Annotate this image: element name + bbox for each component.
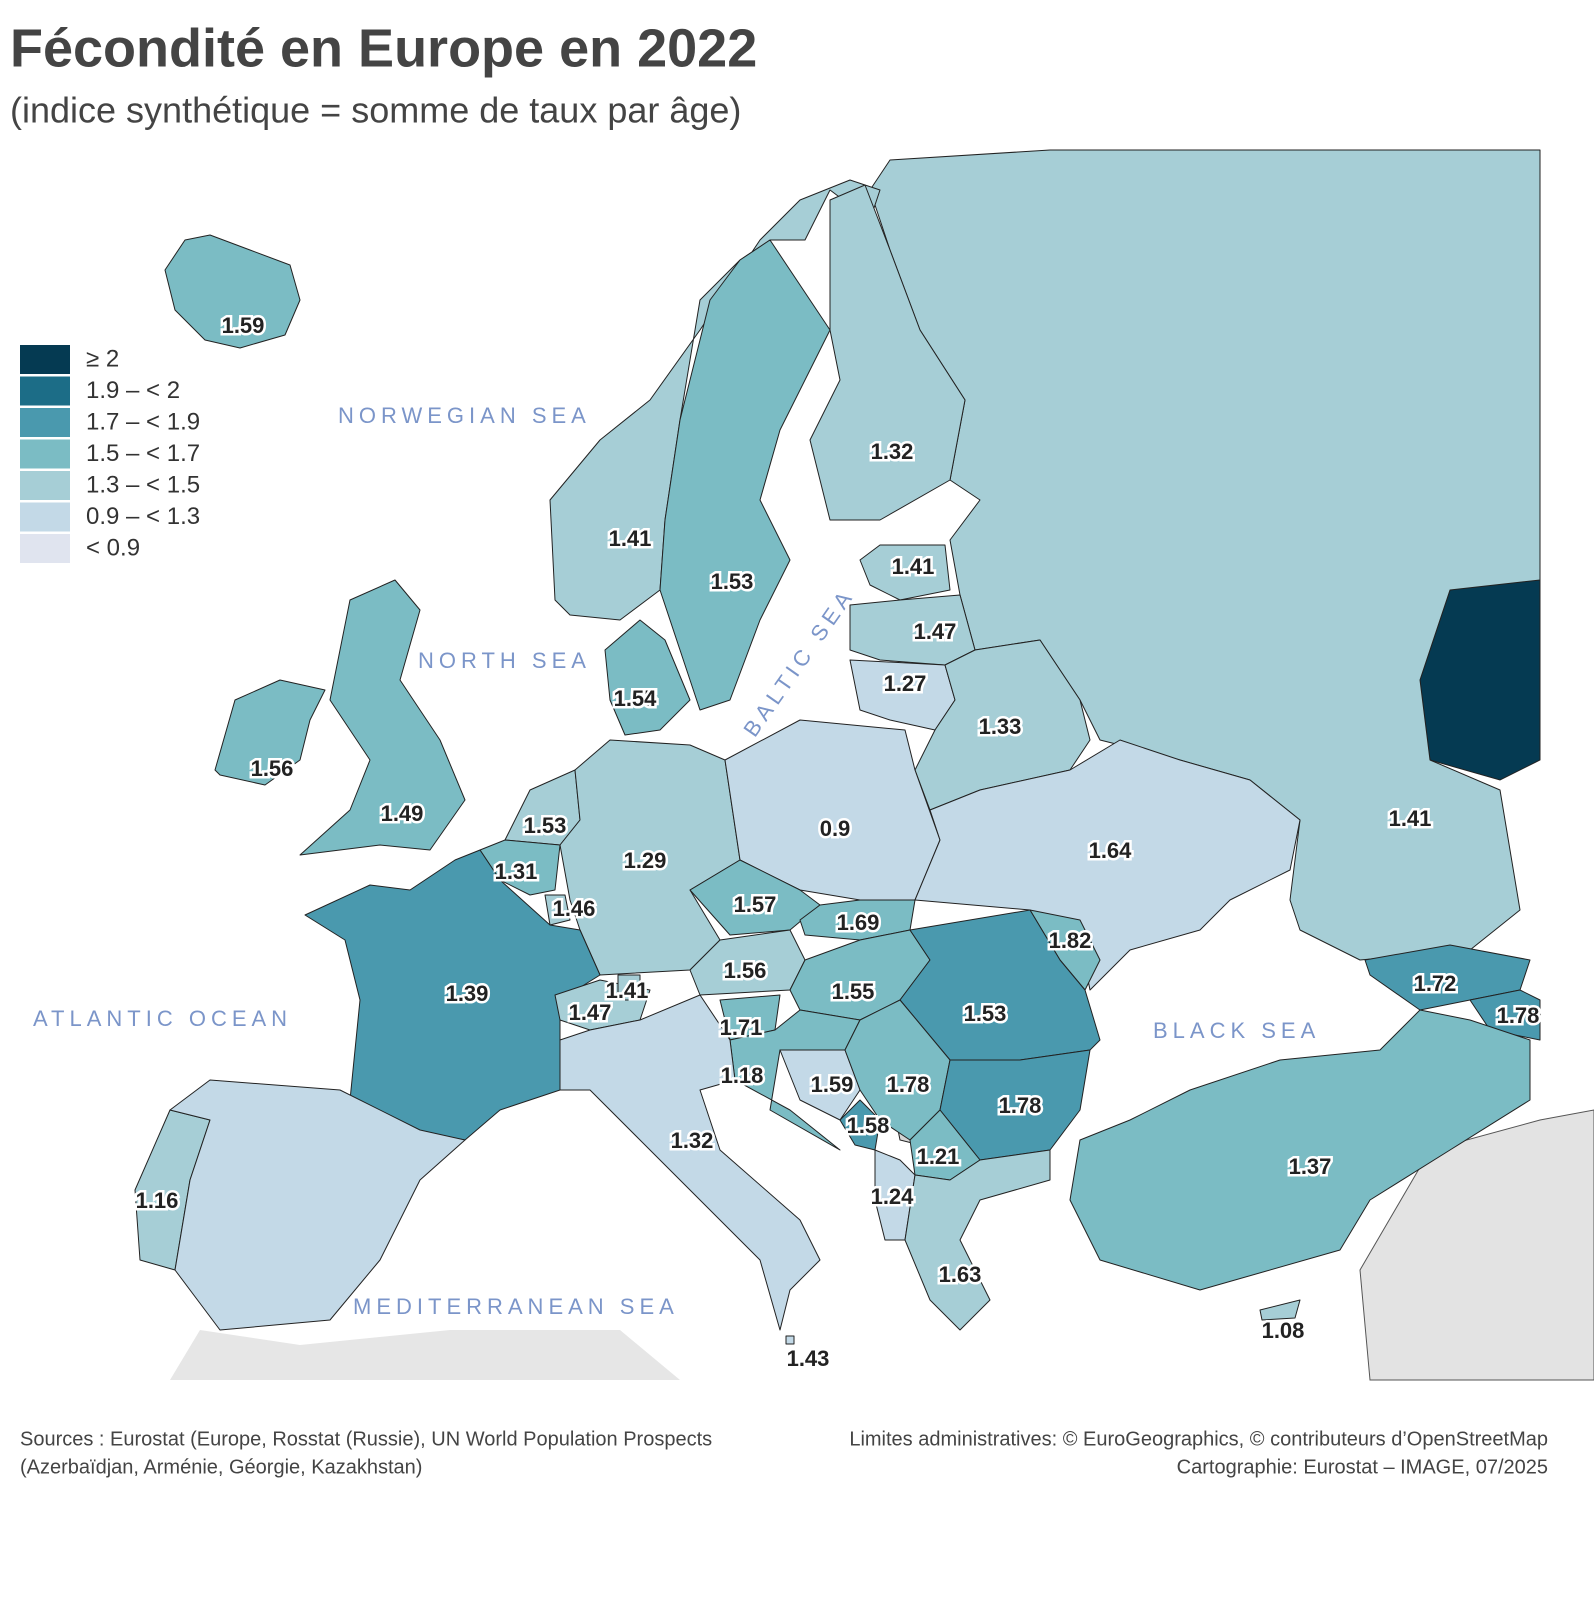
region	[809, 184, 966, 521]
value-label: 1.29	[624, 848, 667, 873]
legend-swatch	[20, 345, 70, 374]
value-label: 1.59	[222, 313, 265, 338]
value-label: 1.08	[1262, 1318, 1305, 1343]
region	[1259, 1299, 1301, 1321]
value-label: 1.53	[524, 813, 567, 838]
value-label: 1.53	[964, 1001, 1007, 1026]
value-label: 1.21	[917, 1144, 960, 1169]
legend-swatch	[20, 376, 70, 406]
sea-label: MEDITERRANEAN SEA	[353, 1294, 679, 1319]
sea-label: NORTH SEA	[418, 648, 591, 673]
value-label: 1.41	[1389, 806, 1432, 831]
region	[544, 894, 571, 926]
background-land	[170, 574, 1594, 1381]
value-label: 1.16	[136, 1188, 179, 1213]
subtitle: (indice synthétique = somme de taux par …	[10, 90, 741, 131]
value-label: 1.78	[999, 1093, 1042, 1118]
value-label: 1.46	[553, 896, 596, 921]
region	[169, 1079, 466, 1331]
value-label: 1.32	[871, 439, 914, 464]
region	[304, 849, 601, 1141]
region	[839, 1099, 881, 1151]
value-label: 1.39	[446, 981, 489, 1006]
region	[1069, 1009, 1531, 1291]
value-label: 1.71	[720, 1015, 763, 1040]
value-label: 1.31	[495, 859, 538, 884]
value-label: 1.49	[381, 801, 424, 826]
legend-label: 0.9 – < 1.3	[86, 503, 200, 530]
region	[785, 1335, 795, 1345]
credit-text: Cartographie: Eurostat – IMAGE, 07/2025	[1177, 1456, 1548, 1478]
region	[1469, 989, 1541, 1041]
legend-swatch	[20, 471, 70, 500]
region	[799, 899, 916, 941]
legend-label: 1.9 – < 2	[86, 377, 180, 404]
value-label: 1.57	[734, 892, 777, 917]
value-label: 1.43	[787, 1346, 830, 1371]
value-label: 1.82	[1049, 928, 1092, 953]
value-label: 1.72	[1414, 971, 1457, 996]
value-label: 1.64	[1089, 838, 1133, 863]
value-label: 1.55	[614, 686, 657, 711]
value-label: 1.63	[939, 1262, 982, 1287]
region	[904, 1149, 1051, 1331]
value-label: 1.56	[724, 958, 767, 983]
value-label: 1.59	[811, 1072, 854, 1097]
legend-label: 1.3 – < 1.5	[86, 471, 200, 498]
legend-swatch	[20, 408, 70, 437]
africa-land	[170, 1330, 680, 1380]
region	[617, 974, 641, 1001]
value-label: 1.41	[609, 526, 652, 551]
legend-label: < 0.9	[86, 534, 140, 561]
legend-label: 1.7 – < 1.9	[86, 408, 200, 435]
region	[859, 544, 951, 601]
region	[299, 579, 466, 856]
value-label: 1.78	[1497, 1003, 1540, 1028]
value-label: 1.55	[832, 979, 875, 1004]
region	[779, 1049, 861, 1121]
value-label: 1.32	[671, 1128, 714, 1153]
region	[164, 234, 301, 349]
legend-swatch	[20, 502, 70, 532]
source-text: Sources : Eurostat (Europe, Rosstat (Rus…	[20, 1428, 712, 1450]
value-label: 1.56	[251, 756, 294, 781]
value-label: 1.37	[1289, 1154, 1332, 1179]
value-label: 1.27	[884, 671, 927, 696]
legend-label: 1.5 – < 1.7	[86, 440, 200, 467]
value-label: 1.78	[887, 1072, 930, 1097]
region	[559, 994, 821, 1331]
legend-swatch	[20, 534, 70, 563]
source-text: (Azerbaïdjan, Arménie, Géorgie, Kazakhst…	[20, 1456, 422, 1478]
value-label: 1.24	[871, 1184, 915, 1209]
region	[914, 639, 1091, 811]
sea-label: ATLANTIC OCEAN	[33, 1006, 292, 1031]
sea-label: NORWEGIAN SEA	[338, 403, 591, 428]
value-label: 1.69	[837, 910, 880, 935]
value-label: 1.18	[721, 1063, 764, 1088]
region	[604, 619, 691, 736]
region	[214, 679, 326, 786]
sea-label: BLACK SEA	[1153, 1018, 1320, 1043]
value-label: 1.53	[711, 569, 754, 594]
region	[659, 239, 831, 711]
title: Fécondité en Europe en 2022	[10, 18, 757, 78]
legend-label: ≥ 2	[86, 345, 119, 372]
value-label: 1.33	[979, 714, 1022, 739]
credit-text: Limites administratives: © EuroGeographi…	[849, 1428, 1548, 1450]
value-label: 1.47	[569, 1000, 612, 1025]
value-label: 1.58	[847, 1113, 890, 1138]
value-label: 1.47	[914, 619, 957, 644]
value-label: 1.41	[606, 978, 649, 1003]
value-label: 1.41	[892, 554, 935, 579]
value-label: 1.54	[614, 686, 658, 711]
value-label: 0.9	[820, 816, 851, 841]
legend-swatch	[20, 439, 70, 469]
